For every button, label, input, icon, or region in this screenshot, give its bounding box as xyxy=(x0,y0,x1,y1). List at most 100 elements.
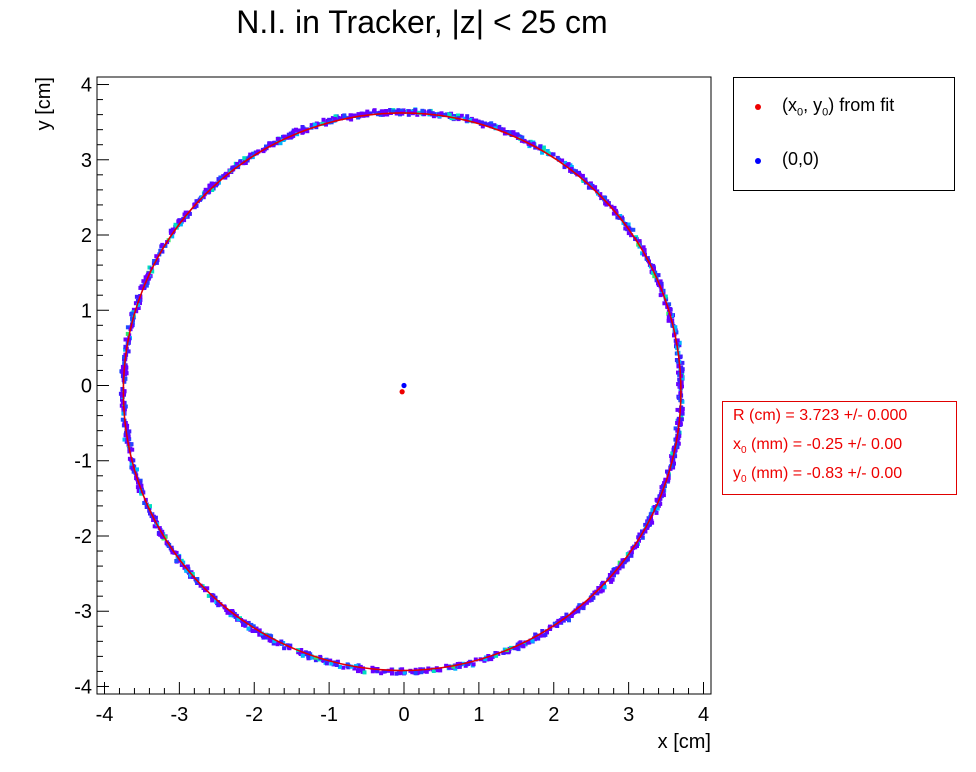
histogram-cell xyxy=(642,248,647,253)
histogram-cell xyxy=(122,354,127,359)
histogram-cell xyxy=(680,369,685,374)
histogram-cell xyxy=(224,171,229,176)
histogram-cell xyxy=(324,661,329,666)
histogram-cell xyxy=(661,493,666,498)
histogram-cell xyxy=(570,612,575,617)
histogram-cell xyxy=(605,199,610,204)
histogram-cell xyxy=(679,365,684,370)
histogram-cell xyxy=(126,349,131,354)
histogram-cell xyxy=(192,202,197,207)
blue-marker-icon xyxy=(755,158,761,164)
histogram-cell xyxy=(474,118,479,123)
histogram-cell xyxy=(121,370,126,374)
histogram-cell xyxy=(246,620,251,625)
histogram-cell xyxy=(139,483,144,488)
histogram-cell xyxy=(629,553,634,558)
histogram-cell xyxy=(182,565,187,570)
histogram-cell xyxy=(257,628,262,633)
histogram-cell xyxy=(444,663,449,668)
histogram-cell xyxy=(486,122,491,127)
histogram-cell xyxy=(253,629,258,633)
histogram-cell xyxy=(539,146,543,151)
histogram-cell xyxy=(669,454,674,459)
histogram-cell xyxy=(127,337,132,342)
histogram-cell xyxy=(223,175,228,180)
histogram-cell xyxy=(120,374,125,379)
histogram-cell xyxy=(663,477,668,482)
histogram-cell xyxy=(528,139,533,144)
histogram-cell xyxy=(545,630,549,635)
histogram-cell xyxy=(665,469,670,474)
histogram-cell xyxy=(652,266,656,271)
histogram-cell xyxy=(453,666,458,671)
histogram-cell xyxy=(261,635,266,640)
histogram-cell xyxy=(324,122,328,127)
histogram-cell xyxy=(603,201,608,206)
histogram-cell xyxy=(612,205,617,210)
histogram-cell xyxy=(336,115,341,120)
histogram-cell xyxy=(310,655,315,660)
histogram-cell xyxy=(667,307,672,312)
histogram-cell xyxy=(518,640,523,645)
histogram-cell xyxy=(584,600,589,605)
histogram-cell xyxy=(442,112,447,117)
histogram-cell xyxy=(541,145,546,150)
histogram-cell xyxy=(250,629,255,633)
histogram-cell xyxy=(252,152,257,157)
histogram-cell xyxy=(617,566,622,571)
y-tick-label: -2 xyxy=(74,526,92,548)
histogram-cell xyxy=(659,489,664,494)
histogram-cell xyxy=(174,559,179,563)
x-axis-label: x [cm] xyxy=(658,731,711,753)
histogram-cell xyxy=(203,187,208,192)
histogram-cell xyxy=(496,126,501,131)
histogram-cell xyxy=(224,608,229,612)
histogram-cell xyxy=(531,141,536,146)
histogram-cell xyxy=(130,466,135,471)
histogram-cell xyxy=(551,152,556,157)
histogram-cell xyxy=(436,668,440,672)
histogram-cell xyxy=(297,129,302,134)
histogram-cell xyxy=(675,359,680,364)
histogram-cell xyxy=(654,510,659,515)
histogram-cell xyxy=(188,573,193,578)
histogram-cell xyxy=(126,434,131,439)
histogram-cell xyxy=(680,411,685,416)
legend-label-origin: (0,0) xyxy=(782,149,820,169)
histogram-cell xyxy=(349,117,354,122)
histogram-cell xyxy=(464,662,469,667)
histogram-cell xyxy=(598,192,603,197)
histogram-cell xyxy=(650,520,655,525)
histogram-cell xyxy=(456,113,460,118)
histogram-cell xyxy=(194,203,199,208)
histogram-cell xyxy=(123,404,128,409)
histogram-cell xyxy=(121,411,126,416)
stat-radius: R (cm) = 3.723 +/- 0.000 xyxy=(733,407,908,424)
histogram-cell xyxy=(384,109,389,113)
point-layer xyxy=(399,382,407,395)
histogram-cell xyxy=(609,579,614,584)
histogram-cell xyxy=(562,165,567,170)
histogram-cell xyxy=(242,156,247,161)
histogram-cell xyxy=(662,301,667,306)
histogram-cell xyxy=(195,581,200,585)
histogram-cell xyxy=(626,222,631,227)
histogram-cell xyxy=(532,637,537,642)
histogram-cell xyxy=(543,632,548,637)
histogram-cell xyxy=(624,558,629,563)
histogram-cell xyxy=(678,420,683,425)
histogram-cell xyxy=(680,399,685,404)
histogram-cell xyxy=(591,595,596,600)
histogram-cell xyxy=(379,671,384,676)
histogram-cell xyxy=(663,294,668,299)
histogram-cell xyxy=(420,108,425,113)
histogram-cell xyxy=(447,112,452,117)
histogram-cell xyxy=(160,249,165,254)
histogram-cell xyxy=(154,254,159,259)
histogram-cell xyxy=(611,567,616,572)
histogram-cell xyxy=(595,189,600,194)
histogram-cell xyxy=(560,158,565,163)
histogram-cell xyxy=(352,113,357,118)
histogram-cell xyxy=(230,166,235,171)
histogram-cell xyxy=(206,593,211,598)
